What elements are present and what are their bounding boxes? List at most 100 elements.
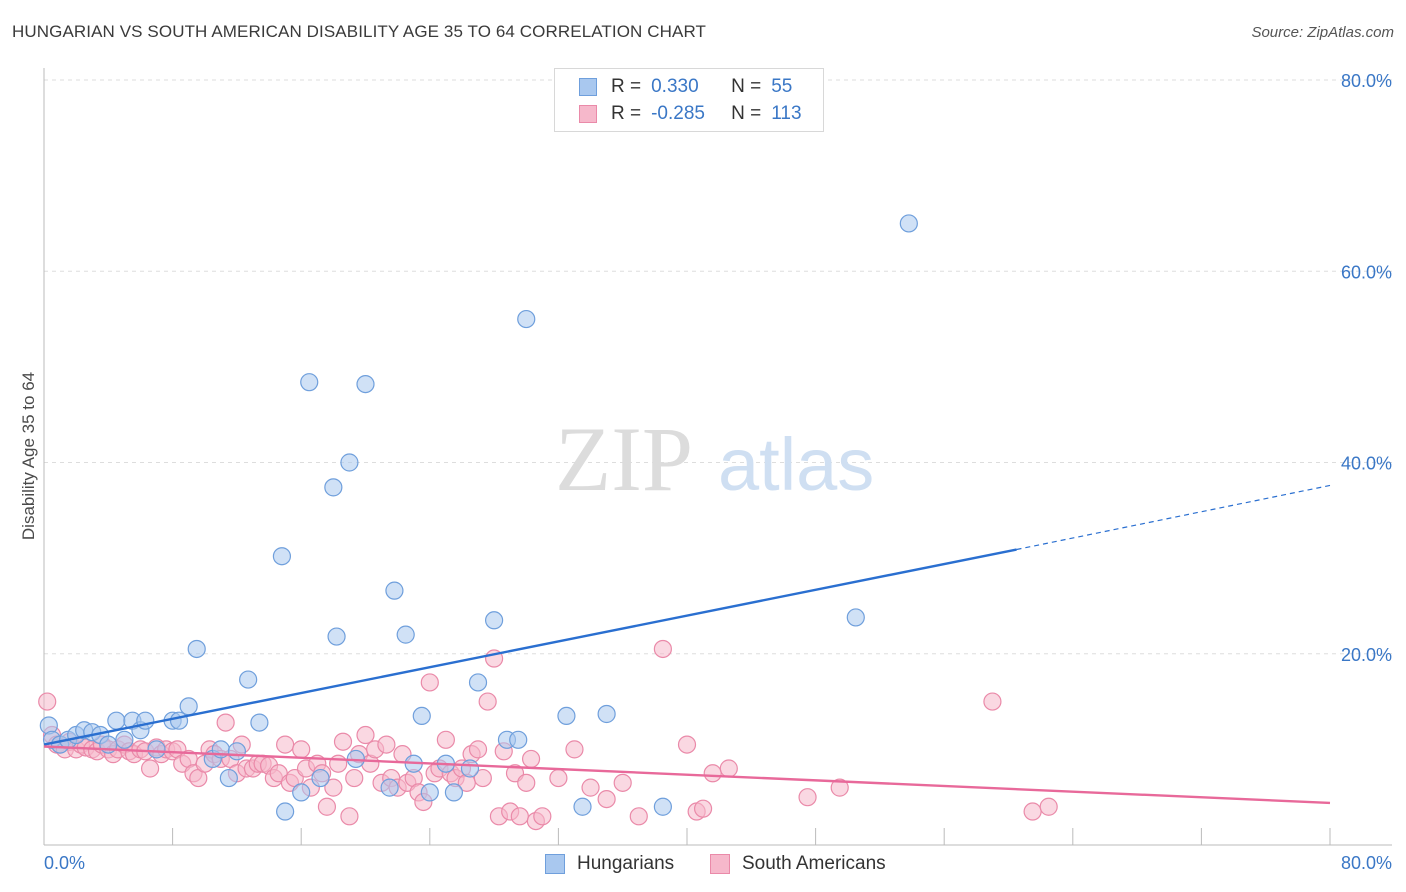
south-americans-legend-label: South Americans [742, 853, 886, 874]
n-label: N = [731, 103, 762, 124]
south-americans-point [329, 754, 348, 773]
south-americans-point [356, 725, 375, 745]
r-label: R = [611, 103, 642, 124]
south-americans-point [533, 807, 552, 826]
legend-row-south-americans: R = -0.285 N = 113 [579, 101, 802, 127]
hungarians-point [107, 711, 126, 730]
south-americans-point [517, 773, 536, 792]
south-americans-point [798, 788, 817, 807]
south-americans-point [38, 692, 57, 711]
hungarians-point [485, 611, 504, 630]
watermark: ZIP atlas [555, 408, 874, 510]
south-americans-point [597, 789, 616, 809]
hungarians-point [219, 768, 238, 788]
south-americans-point [324, 778, 343, 797]
n-value: 55 [771, 76, 793, 97]
south-americans-point [420, 673, 439, 692]
y-axis-label: Disability Age 35 to 64 [19, 372, 38, 540]
south-americans-point [830, 778, 849, 797]
hungarians-point [324, 478, 343, 497]
south-americans-point [140, 759, 160, 778]
hungarians-point [356, 374, 375, 394]
tick-labels: 0.0% 80.0% Disability Age 35 to 64 20.0%… [19, 71, 1392, 873]
south-americans-point [345, 768, 364, 788]
south-americans-point [719, 759, 738, 778]
south-americans-legend-swatch [710, 854, 730, 874]
south-americans-point [521, 749, 541, 769]
south-americans-point [276, 735, 295, 754]
watermark-zip: ZIP [555, 408, 693, 510]
hungarians-point [385, 581, 404, 600]
hungarians-point [327, 627, 346, 646]
hungarians-point [300, 373, 319, 392]
south-americans-point [629, 807, 648, 826]
watermark-atlas: atlas [718, 423, 874, 506]
south-americans-point [703, 764, 722, 783]
hungarians-point [517, 309, 536, 329]
south-americans-swatch [579, 105, 597, 123]
hungarians-point [412, 706, 431, 726]
legend-item-south-americans[interactable]: South Americans [710, 851, 886, 877]
south-americans-point [478, 692, 497, 711]
hungarians-points [39, 214, 918, 821]
y-tick-label: 20.0% [1341, 645, 1392, 665]
hungarians-point [187, 639, 206, 659]
trend-lines [43, 484, 1331, 805]
south-americans-point [436, 730, 455, 749]
hungarians-point [179, 697, 198, 716]
hungarians-point [460, 759, 480, 778]
hungarians-point [340, 453, 359, 472]
hungarians-point [115, 730, 134, 749]
x-tick-label-max: 80.0% [1341, 853, 1392, 873]
source-credit: Source: ZipAtlas.com [1251, 24, 1394, 41]
r-value: -0.285 [651, 103, 705, 124]
hungarians-point [272, 547, 292, 566]
y-tick-label: 80.0% [1341, 71, 1392, 91]
south-americans-point [510, 807, 529, 826]
n-value: 113 [771, 103, 802, 124]
hungarians-point [311, 768, 330, 788]
hungarians-point [420, 783, 439, 802]
hungarians-legend-swatch [545, 854, 565, 874]
hungarians-point [468, 673, 488, 692]
correlation-legend: R = 0.330 N = 55 R = -0.285 N = 113 [554, 68, 824, 132]
south-americans-point [292, 740, 311, 759]
n-label: N = [731, 76, 762, 97]
south-americans-point [340, 807, 359, 826]
south-americans-point [468, 740, 488, 759]
hungarians-legend-label: Hungarians [577, 853, 675, 874]
south-americans-point [693, 799, 713, 818]
south-americans-point [216, 713, 235, 732]
south-americans-trend-line [43, 745, 1331, 805]
hungarians-point [557, 706, 576, 726]
south-americans-point [1039, 797, 1058, 816]
hungarians-swatch [579, 78, 597, 96]
south-americans-point [377, 735, 396, 754]
legend-row-hungarians: R = 0.330 N = 55 [579, 74, 792, 100]
hungarians-trend-extension [1016, 484, 1331, 551]
south-americans-point [565, 740, 584, 759]
south-americans-point [317, 797, 337, 816]
hungarians-point [292, 783, 311, 802]
hungarians-point [597, 704, 616, 724]
hungarians-point [396, 625, 415, 644]
south-americans-point [653, 639, 672, 659]
r-label: R = [611, 76, 642, 97]
chart-title: HUNGARIAN VS SOUTH AMERICAN DISABILITY A… [12, 22, 706, 41]
legend-item-hungarians[interactable]: Hungarians [545, 851, 674, 877]
hungarians-point [276, 802, 295, 821]
hungarians-point [250, 713, 269, 732]
hungarians-point [573, 797, 592, 816]
south-americans-point [473, 768, 492, 788]
hungarians-point [147, 740, 166, 759]
south-americans-point [677, 735, 697, 754]
south-americans-point [333, 732, 353, 751]
hungarians-point [846, 608, 865, 627]
hungarians-trend-line [43, 548, 1017, 746]
hungarians-point [444, 783, 464, 802]
r-value: 0.330 [651, 76, 699, 97]
x-tick-label-min: 0.0% [44, 853, 85, 873]
grid-layer [44, 79, 1392, 655]
hungarians-point [169, 711, 189, 730]
